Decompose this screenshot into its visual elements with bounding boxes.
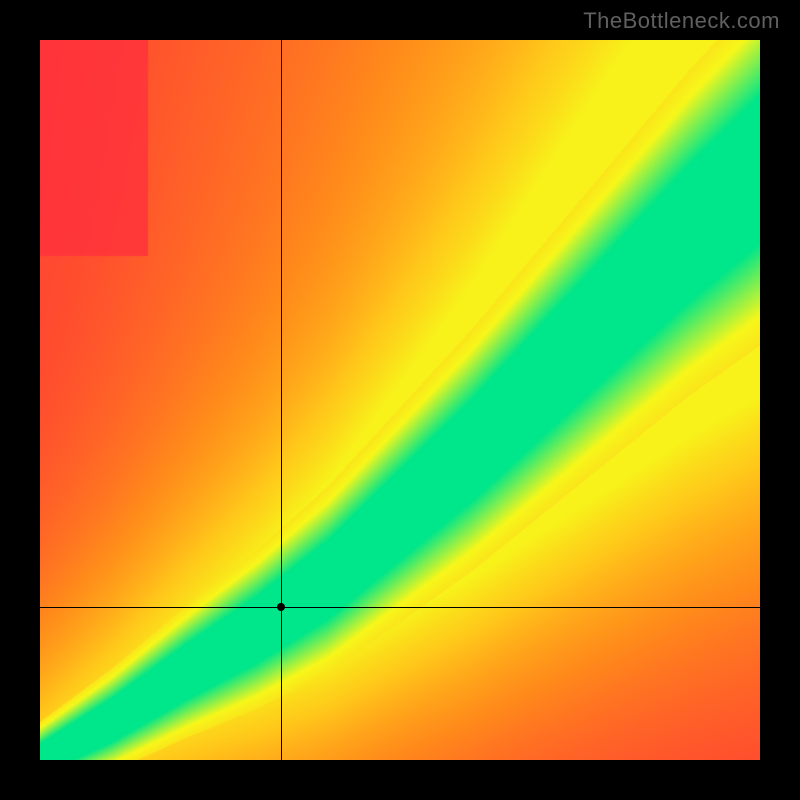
plot-area <box>40 40 760 760</box>
chart-container: TheBottleneck.com <box>0 0 800 800</box>
crosshair-horizontal <box>40 607 760 608</box>
crosshair-vertical <box>281 40 282 760</box>
heatmap-canvas <box>40 40 760 760</box>
watermark-text: TheBottleneck.com <box>583 8 780 34</box>
marker-dot <box>277 603 285 611</box>
